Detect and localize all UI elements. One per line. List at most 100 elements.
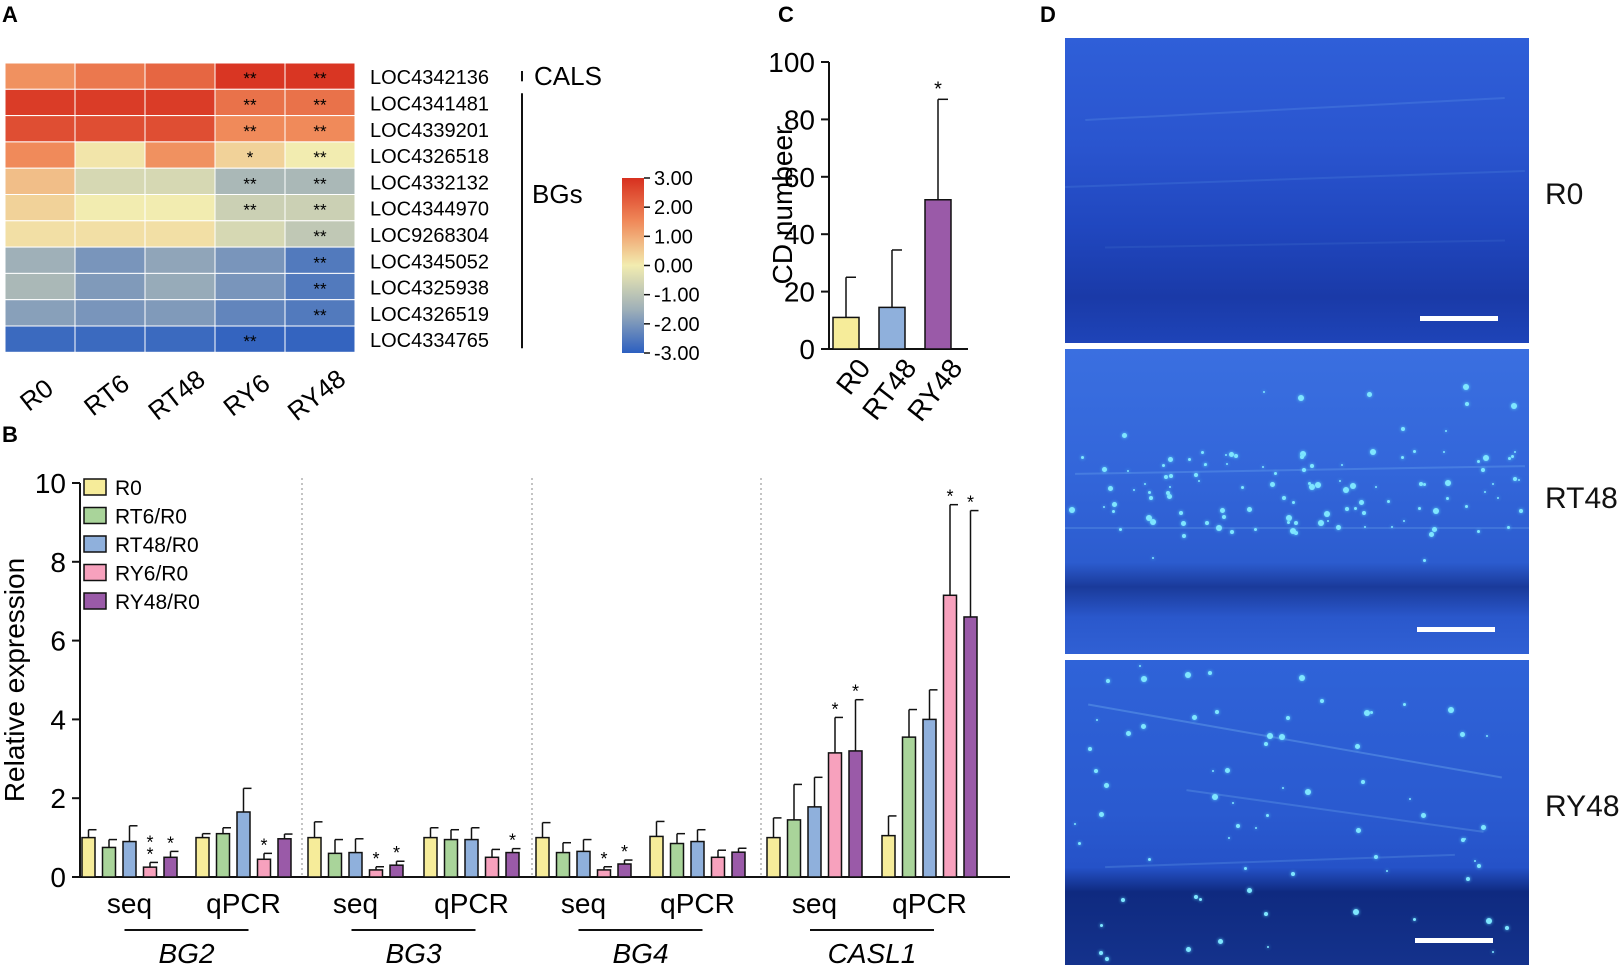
colorbar-tick-label: -2.00 — [654, 314, 700, 336]
callose-deposit-dot — [1104, 783, 1109, 788]
y-tick-label: 8 — [50, 547, 66, 578]
callose-deposit-dot — [1477, 530, 1480, 533]
callose-deposit-dot — [1282, 787, 1284, 789]
heatmap-cell — [214, 272, 286, 301]
expression-bar — [256, 858, 272, 878]
callose-deposit-dot — [1486, 918, 1492, 924]
callose-deposit-dot — [1336, 525, 1341, 530]
heatmap-column-label: RY48 — [282, 363, 351, 426]
heatmap-cell — [4, 325, 76, 353]
heatmap-cell — [144, 88, 216, 117]
callose-deposit-dot — [1274, 472, 1277, 475]
callose-deposit-dot — [1126, 731, 1131, 736]
heatmap-cell — [144, 272, 216, 301]
callose-deposit-dot — [1310, 464, 1314, 468]
heatmap-row-label: LOC4344970 — [370, 199, 489, 221]
heatmap-row-label: LOC4332132 — [370, 172, 489, 194]
group-label: seq — [107, 888, 152, 919]
callose-deposit-dot — [1320, 699, 1324, 703]
significance-star: ** — [313, 122, 327, 141]
heatmap-cell — [4, 272, 76, 301]
cd-bar — [878, 306, 906, 350]
callose-deposit-dot — [1204, 464, 1206, 466]
callose-deposit-dot — [1119, 528, 1122, 531]
callose-deposit-dot — [1264, 912, 1268, 916]
group-label: seq — [792, 888, 837, 919]
callose-deposit-dot — [1497, 497, 1499, 499]
heatmap-row-label: LOC4341481 — [370, 93, 489, 115]
expression-bar — [731, 851, 746, 878]
legend-swatch — [83, 478, 107, 496]
heatmap-cell — [74, 115, 146, 143]
heatmap-row-label: LOC4339201 — [370, 120, 489, 142]
callose-deposit-dot — [1212, 794, 1218, 800]
callose-deposit-dot — [1514, 451, 1516, 453]
callose-deposit-dot — [1294, 521, 1298, 525]
legend-label: RT48/R0 — [115, 534, 199, 557]
panel-label-b: B — [2, 422, 18, 447]
group-label: qPCR — [434, 888, 509, 919]
significance-star: ** — [313, 306, 327, 325]
callose-deposit-dot — [1318, 520, 1324, 526]
callose-deposit-dot — [1127, 470, 1129, 472]
expression-bar — [649, 835, 664, 878]
callose-deposit-dot — [1505, 926, 1509, 930]
heatmap-row-label: LOC4345052 — [370, 251, 489, 273]
expression-bar — [443, 838, 459, 878]
colorbar-tick-label: 3.00 — [654, 168, 693, 190]
callose-deposit-dot — [1141, 724, 1146, 729]
gene-label: BG4 — [612, 938, 668, 968]
callose-deposit-dot — [1230, 530, 1234, 534]
cd-bar — [924, 199, 952, 350]
expression-bar — [389, 864, 404, 878]
heatmap-cell — [144, 115, 216, 143]
callose-deposit-dot — [1112, 510, 1115, 513]
significance-star: * — [393, 843, 400, 863]
callose-deposit-dot — [1350, 483, 1356, 489]
callose-deposit-dot — [1081, 456, 1084, 459]
heatmap-cell — [214, 115, 286, 143]
callose-deposit-dot — [1148, 858, 1151, 861]
callose-deposit-dot — [1078, 842, 1081, 845]
gene-label: CASL1 — [828, 938, 917, 968]
callose-deposit-dot — [1481, 825, 1486, 830]
group-label: qPCR — [892, 888, 967, 919]
heatmap-cell — [144, 220, 216, 248]
callose-deposit-dot — [1185, 672, 1191, 678]
heatmap-cell — [4, 167, 76, 195]
callose-deposit-dot — [1423, 559, 1426, 562]
expression-bar — [142, 866, 158, 878]
callose-deposit-dot — [1309, 484, 1315, 490]
callose-deposit-dot — [1433, 508, 1439, 514]
callose-deposit-dot — [1234, 454, 1238, 458]
colorbar — [622, 178, 644, 353]
heatmap-cell — [74, 220, 146, 248]
callose-deposit-dot — [1291, 872, 1295, 876]
expression-bar — [786, 819, 802, 878]
expression-bar — [464, 838, 479, 878]
group-label: qPCR — [206, 888, 281, 919]
callose-deposit-dot — [1264, 742, 1268, 746]
expression-bar-chart-panel-b: 0 2 4 6 8 10 Relative expression R0 RT6/R0 RT48/R… — [0, 468, 1010, 968]
callose-deposit-dot — [1069, 507, 1075, 513]
cd-bar — [832, 316, 860, 350]
callose-deposit-dot — [1212, 770, 1214, 772]
expression-bar — [327, 852, 343, 878]
heatmap-row-label: LOC4326519 — [370, 304, 489, 326]
y-tick-label: 0 — [50, 862, 66, 893]
callose-deposit-dot — [1327, 520, 1329, 522]
significance-star: ** — [313, 280, 327, 299]
callose-deposit-dot — [1345, 507, 1349, 511]
significance-star: * — [934, 78, 942, 100]
callose-deposit-dot — [1216, 525, 1222, 531]
callose-deposit-dot — [1194, 473, 1198, 477]
callose-deposit-dot — [1387, 500, 1390, 503]
micrograph-label-rt48: RT48 — [1545, 482, 1618, 515]
significance-star: ** — [313, 253, 327, 272]
callose-deposit-dot — [1511, 403, 1517, 409]
callose-deposit-dot — [1263, 391, 1265, 393]
callose-deposit-dot — [1413, 918, 1416, 921]
expression-bar — [596, 869, 612, 878]
gene-label: BG3 — [385, 938, 441, 968]
